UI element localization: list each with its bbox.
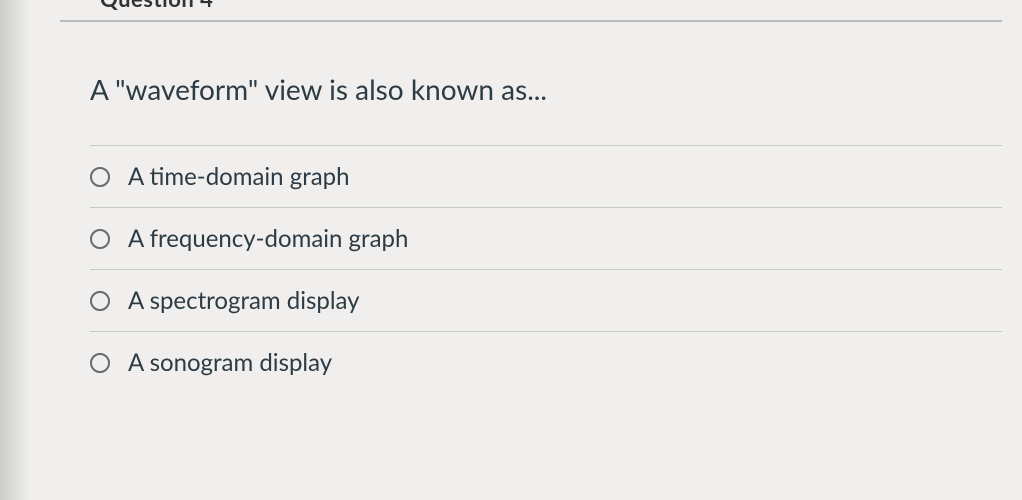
- option-row[interactable]: A time-domain graph: [90, 145, 1002, 207]
- option-label: A spectrogram display: [128, 286, 360, 315]
- option-row[interactable]: A sonogram display: [90, 331, 1002, 393]
- radio-icon[interactable]: [90, 167, 110, 187]
- page-shadow: [0, 0, 30, 500]
- option-row[interactable]: A frequency-domain graph: [90, 207, 1002, 269]
- option-label: A time-domain graph: [128, 162, 350, 191]
- header-divider: [60, 20, 1002, 22]
- option-label: A sonogram display: [128, 348, 332, 377]
- radio-icon[interactable]: [90, 229, 110, 249]
- question-prompt: A "waveform" view is also known as...: [60, 70, 1002, 145]
- option-row[interactable]: A spectrogram display: [90, 269, 1002, 331]
- radio-icon[interactable]: [90, 353, 110, 373]
- options-list: A time-domain graph A frequency-domain g…: [60, 145, 1002, 393]
- radio-icon[interactable]: [90, 291, 110, 311]
- question-number-header: Question 4: [60, 0, 1002, 20]
- question-container: Question 4 A "waveform" view is also kno…: [0, 0, 1022, 393]
- option-label: A frequency-domain graph: [128, 224, 408, 253]
